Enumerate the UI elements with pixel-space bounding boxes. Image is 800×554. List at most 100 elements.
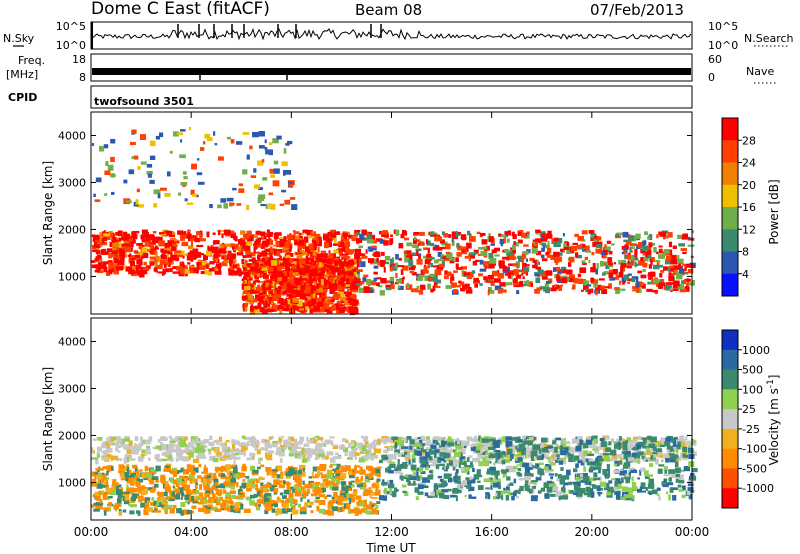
scatter-cell <box>140 269 145 275</box>
scatter-cell <box>519 462 525 467</box>
scatter-cell <box>288 453 294 457</box>
scatter-cell <box>112 236 117 243</box>
scatter-cell <box>180 496 183 500</box>
scatter-cell <box>324 273 329 278</box>
scatter-cell <box>340 264 345 270</box>
scatter-cell <box>170 457 174 462</box>
scatter-cell <box>354 456 358 460</box>
scatter-cell <box>250 306 256 312</box>
scatter-cell <box>415 248 422 252</box>
scatter-cell <box>283 236 287 242</box>
scatter-cell <box>384 256 391 261</box>
freq-label: Freq. <box>18 54 45 67</box>
scatter-cell <box>101 456 109 461</box>
scatter-cell <box>280 471 284 478</box>
scatter-cell <box>288 295 293 299</box>
scatter-cell <box>124 246 131 253</box>
scatter-cell <box>274 272 278 279</box>
scatter-cell <box>475 442 478 448</box>
scatter-cell <box>268 437 273 440</box>
scatter-cell <box>151 497 155 502</box>
scatter-cell <box>591 252 595 256</box>
scatter-cell <box>214 466 220 471</box>
scatter-cell <box>456 242 460 249</box>
scatter-cell <box>165 463 172 466</box>
scatter-cell <box>324 298 328 303</box>
y-tick-label: 4000 <box>58 129 86 142</box>
scatter-cell <box>229 259 233 264</box>
scatter-cell <box>478 247 485 250</box>
scatter-cell <box>169 508 175 514</box>
scatter-cell <box>355 248 362 252</box>
scatter-cell <box>349 309 356 316</box>
scatter-cell <box>290 268 294 271</box>
scatter-cell <box>133 230 140 234</box>
scatter-cell <box>300 497 303 502</box>
scatter-cell <box>664 470 668 474</box>
scatter-cell <box>684 266 687 272</box>
scatter-cell <box>637 451 644 456</box>
scatter-cell <box>294 453 300 459</box>
scatter-cell <box>375 489 381 496</box>
scatter-cell <box>212 232 216 235</box>
scatter-cell <box>272 138 279 144</box>
scatter-cell <box>612 454 618 458</box>
scatter-cell <box>635 233 641 239</box>
scatter-cell <box>376 501 381 505</box>
scatter-cell <box>298 271 305 275</box>
scatter-cell <box>505 273 510 276</box>
scatter-cell <box>188 441 194 447</box>
scatter-cell <box>339 261 346 265</box>
scatter-cell <box>211 493 216 498</box>
scatter-cell <box>313 290 320 294</box>
scatter-cell <box>291 504 296 510</box>
scatter-cell <box>516 290 520 295</box>
scatter-cell <box>512 244 516 250</box>
scatter-cell <box>524 454 527 459</box>
scatter-cell <box>308 439 316 444</box>
scatter-cell <box>556 273 559 277</box>
colorbar-segment <box>722 162 738 186</box>
scatter-cell <box>402 453 410 458</box>
scatter-cell <box>375 485 379 491</box>
scatter-cell <box>339 286 344 290</box>
scatter-cell <box>148 457 151 462</box>
scatter-cell <box>330 443 334 446</box>
scatter-cell <box>155 445 162 450</box>
scatter-cell <box>218 156 224 161</box>
scatter-cell <box>351 274 356 279</box>
scatter-cell <box>660 437 666 442</box>
scatter-cell <box>468 236 476 242</box>
scatter-cell <box>197 475 202 479</box>
scatter-cell <box>232 236 236 240</box>
scatter-cell <box>598 278 605 281</box>
scatter-cell <box>229 490 236 495</box>
scatter-cell <box>201 449 206 453</box>
scatter-cell <box>192 248 199 255</box>
scatter-cell <box>279 457 283 463</box>
scatter-cell <box>487 274 494 280</box>
scatter-cell <box>366 231 373 234</box>
scatter-cell <box>264 487 269 490</box>
scatter-cell <box>198 440 206 445</box>
scatter-cell <box>555 243 561 247</box>
scatter-cell <box>181 241 189 247</box>
scatter-cell <box>172 271 180 274</box>
scatter-cell <box>426 240 431 246</box>
scatter-cell <box>335 480 341 485</box>
scatter-cell <box>681 280 684 284</box>
scatter-cell <box>639 282 644 286</box>
scatter-cell <box>595 248 602 254</box>
scatter-cell <box>581 230 588 235</box>
scatter-cell <box>130 489 133 495</box>
scatter-cell <box>194 237 200 243</box>
scatter-cell <box>493 462 496 466</box>
scatter-cell <box>546 254 553 258</box>
scatter-cell <box>287 299 291 305</box>
scatter-cell <box>342 264 350 271</box>
scatter-cell <box>648 242 653 248</box>
scatter-cell <box>627 273 632 276</box>
scatter-cell <box>502 471 507 477</box>
scatter-cell <box>331 486 339 491</box>
scatter-cell <box>360 451 366 454</box>
